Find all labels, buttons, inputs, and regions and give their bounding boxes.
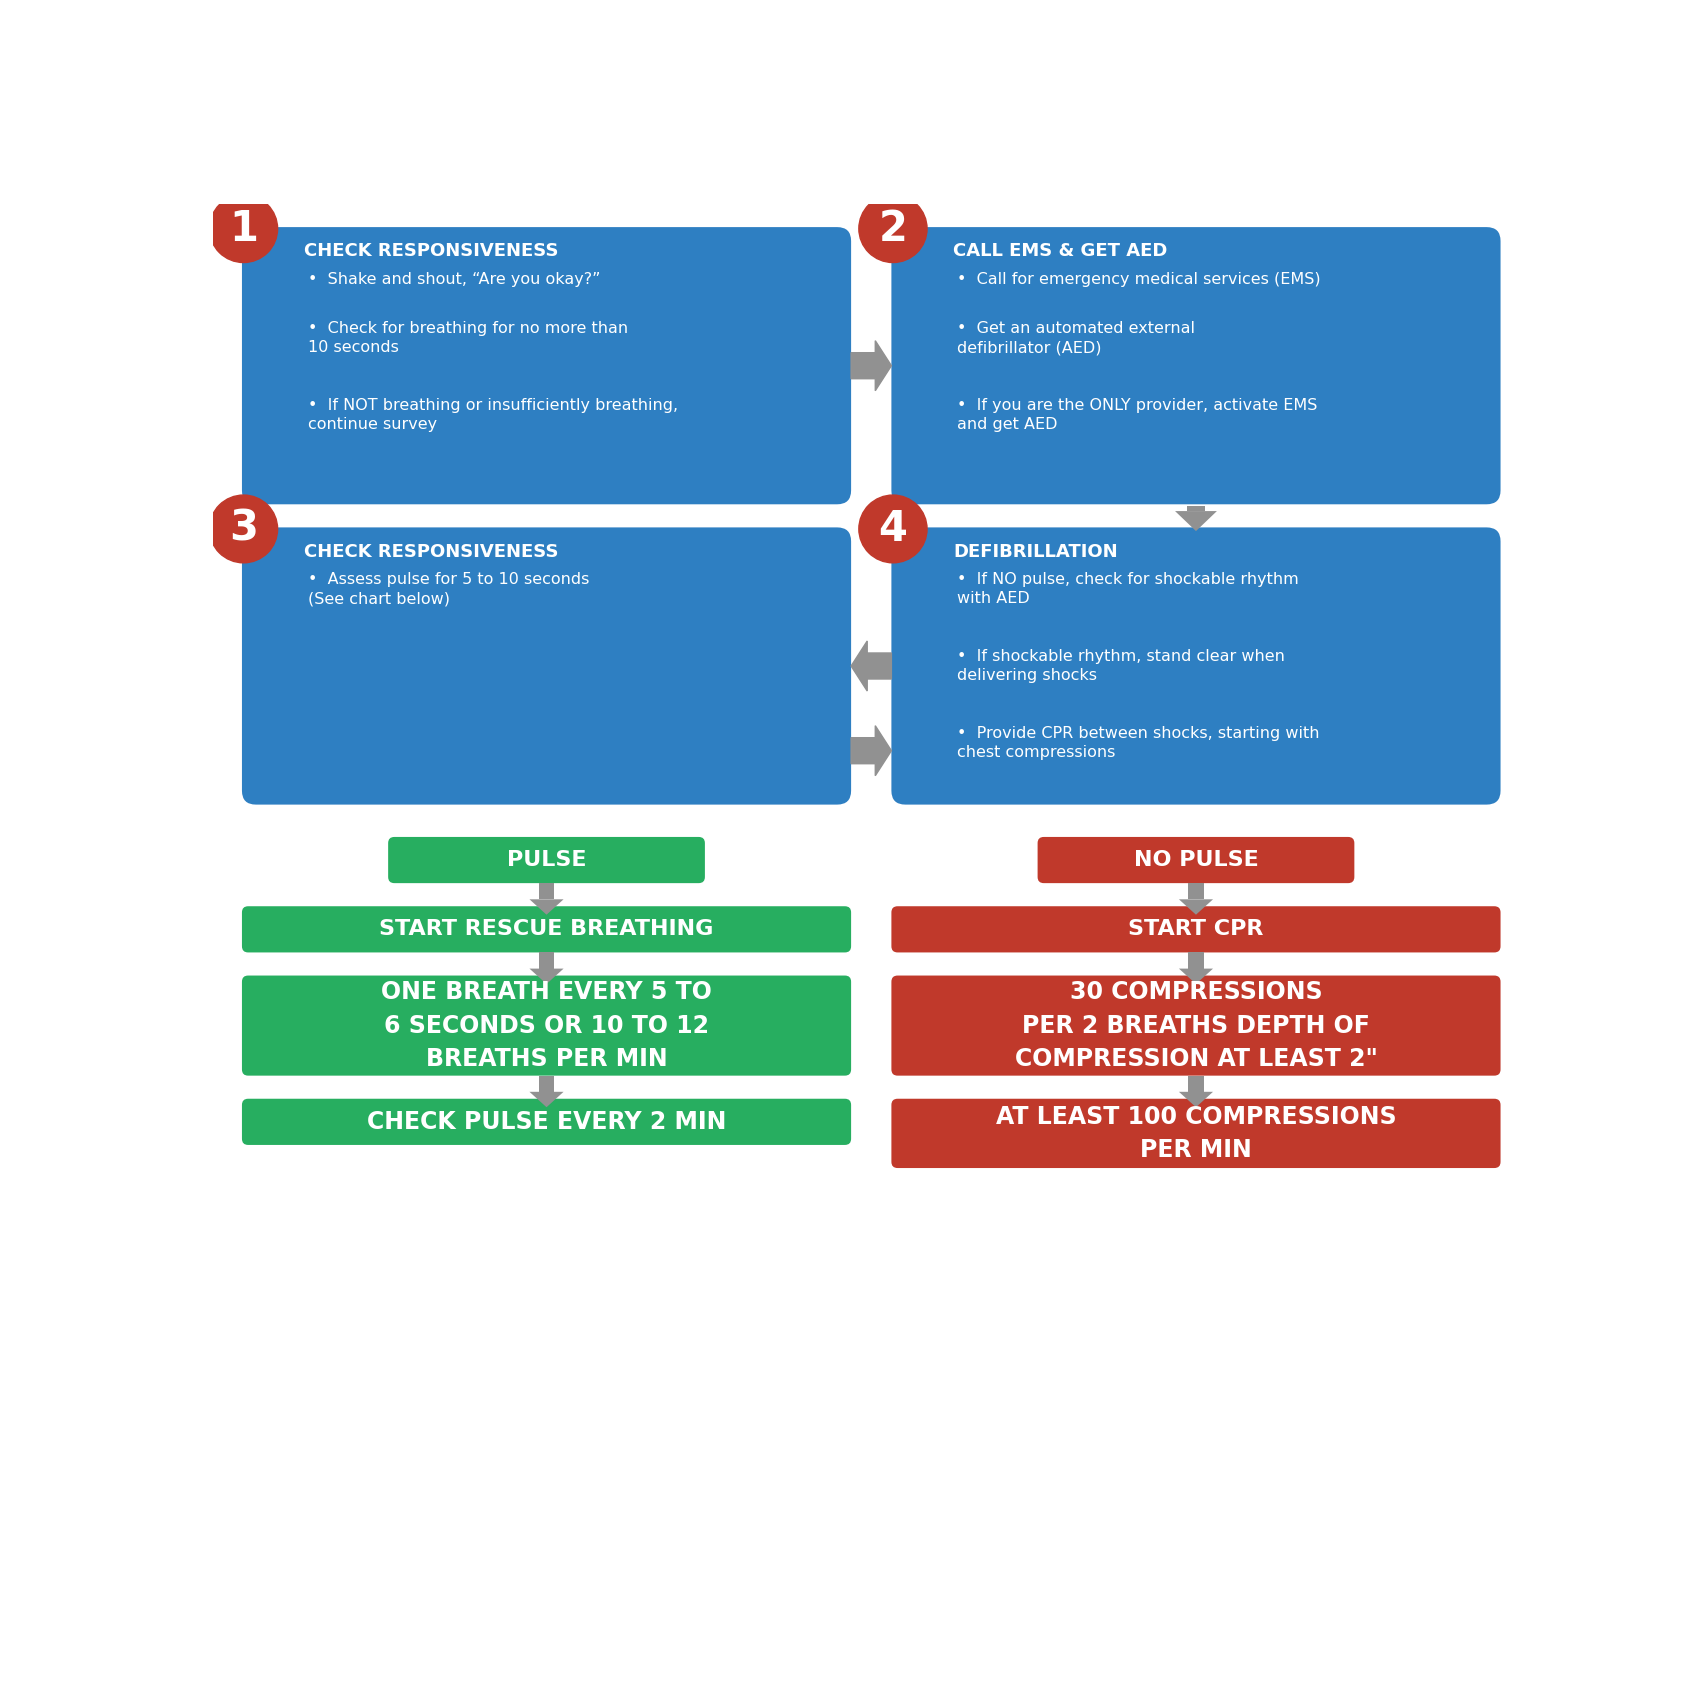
Text: •  Shake and shout, “Are you okay?”: • Shake and shout, “Are you okay?” bbox=[308, 272, 600, 287]
Text: 3: 3 bbox=[230, 508, 258, 549]
Polygon shape bbox=[1178, 969, 1214, 984]
FancyBboxPatch shape bbox=[241, 527, 852, 804]
Text: CALL EMS & GET AED: CALL EMS & GET AED bbox=[954, 243, 1168, 260]
Text: CHECK RESPONSIVENESS: CHECK RESPONSIVENESS bbox=[304, 542, 558, 561]
FancyBboxPatch shape bbox=[241, 906, 852, 952]
Polygon shape bbox=[529, 969, 564, 984]
Circle shape bbox=[209, 495, 277, 563]
Polygon shape bbox=[539, 882, 554, 899]
FancyBboxPatch shape bbox=[891, 976, 1501, 1076]
Text: START CPR: START CPR bbox=[1129, 920, 1263, 940]
Circle shape bbox=[858, 495, 926, 563]
FancyBboxPatch shape bbox=[891, 1098, 1501, 1168]
Polygon shape bbox=[852, 641, 891, 690]
Polygon shape bbox=[529, 1091, 564, 1107]
Text: •  If you are the ONLY provider, activate EMS
and get AED: • If you are the ONLY provider, activate… bbox=[957, 398, 1318, 432]
FancyBboxPatch shape bbox=[388, 836, 706, 882]
Polygon shape bbox=[852, 340, 891, 391]
Text: 1: 1 bbox=[230, 207, 258, 250]
FancyBboxPatch shape bbox=[1037, 836, 1355, 882]
Text: •  If NO pulse, check for shockable rhythm
with AED: • If NO pulse, check for shockable rhyth… bbox=[957, 573, 1299, 607]
Text: 2: 2 bbox=[879, 207, 908, 250]
FancyBboxPatch shape bbox=[891, 527, 1501, 804]
Text: •  If shockable rhythm, stand clear when
delivering shocks: • If shockable rhythm, stand clear when … bbox=[957, 649, 1285, 683]
Text: PULSE: PULSE bbox=[507, 850, 586, 870]
FancyBboxPatch shape bbox=[241, 228, 852, 505]
Text: •  Check for breathing for no more than
10 seconds: • Check for breathing for no more than 1… bbox=[308, 321, 627, 355]
Polygon shape bbox=[539, 952, 554, 969]
Text: •  Call for emergency medical services (EMS): • Call for emergency medical services (E… bbox=[957, 272, 1321, 287]
Polygon shape bbox=[539, 1076, 554, 1091]
Polygon shape bbox=[1178, 899, 1214, 915]
Text: NO PULSE: NO PULSE bbox=[1134, 850, 1258, 870]
Circle shape bbox=[858, 196, 926, 262]
Text: •  Assess pulse for 5 to 10 seconds
(See chart below): • Assess pulse for 5 to 10 seconds (See … bbox=[308, 573, 590, 607]
Polygon shape bbox=[852, 726, 891, 775]
FancyBboxPatch shape bbox=[891, 906, 1501, 952]
FancyBboxPatch shape bbox=[241, 1098, 852, 1144]
Text: •  Get an automated external
defibrillator (AED): • Get an automated external defibrillato… bbox=[957, 321, 1195, 355]
Polygon shape bbox=[1188, 952, 1204, 969]
Polygon shape bbox=[1188, 1076, 1204, 1091]
Circle shape bbox=[209, 196, 277, 262]
Polygon shape bbox=[529, 899, 564, 915]
FancyBboxPatch shape bbox=[891, 228, 1501, 505]
Polygon shape bbox=[1187, 507, 1205, 512]
Polygon shape bbox=[1178, 1091, 1214, 1107]
Text: 30 COMPRESSIONS
PER 2 BREATHS DEPTH OF
COMPRESSION AT LEAST 2": 30 COMPRESSIONS PER 2 BREATHS DEPTH OF C… bbox=[1015, 981, 1377, 1071]
Polygon shape bbox=[1188, 882, 1204, 899]
Text: CHECK PULSE EVERY 2 MIN: CHECK PULSE EVERY 2 MIN bbox=[367, 1110, 726, 1134]
Text: 4: 4 bbox=[879, 508, 908, 549]
FancyBboxPatch shape bbox=[241, 976, 852, 1076]
Text: DEFIBRILLATION: DEFIBRILLATION bbox=[954, 542, 1119, 561]
Text: CHECK RESPONSIVENESS: CHECK RESPONSIVENESS bbox=[304, 243, 558, 260]
Polygon shape bbox=[1175, 512, 1217, 530]
Text: ONE BREATH EVERY 5 TO
6 SECONDS OR 10 TO 12
BREATHS PER MIN: ONE BREATH EVERY 5 TO 6 SECONDS OR 10 TO… bbox=[381, 981, 712, 1071]
Text: START RESCUE BREATHING: START RESCUE BREATHING bbox=[379, 920, 714, 940]
Text: •  Provide CPR between shocks, starting with
chest compressions: • Provide CPR between shocks, starting w… bbox=[957, 726, 1319, 760]
Text: •  If NOT breathing or insufficiently breathing,
continue survey: • If NOT breathing or insufficiently bre… bbox=[308, 398, 678, 432]
Text: AT LEAST 100 COMPRESSIONS
PER MIN: AT LEAST 100 COMPRESSIONS PER MIN bbox=[996, 1105, 1396, 1163]
